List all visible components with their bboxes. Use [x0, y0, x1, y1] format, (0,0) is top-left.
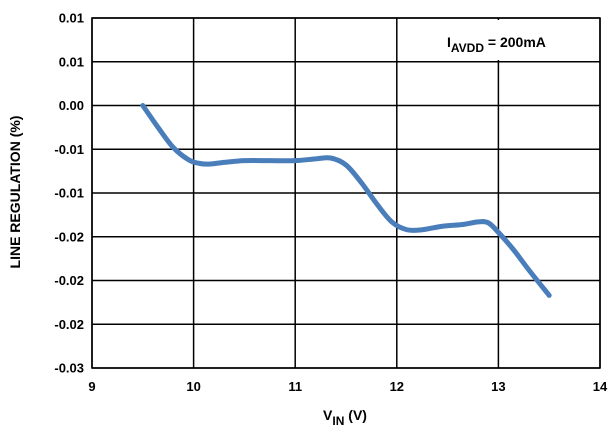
y-tick-label: -0.02 [54, 317, 84, 332]
y-tick-label: -0.01 [54, 142, 84, 157]
annotation-box [420, 20, 598, 60]
y-tick-label: -0.02 [54, 229, 84, 244]
annotation-label: IAVDD = 200mA [447, 34, 546, 55]
y-tick-labels: 0.01 0.01 0.00 -0.01 -0.01 -0.02 -0.02 -0.02 -0.… [54, 11, 84, 376]
x-tick-label: 11 [288, 379, 302, 394]
y-axis-title: LINE REGULATION (%) [7, 116, 23, 269]
y-tick-label: -0.03 [54, 361, 84, 376]
y-tick-label: -0.01 [54, 186, 84, 201]
series-line [140, 103, 552, 298]
x-axis-title: VIN (V) [323, 407, 367, 428]
x-tick-label: 12 [390, 379, 404, 394]
y-tick-label: -0.02 [54, 273, 84, 288]
grid-lines [91, 17, 601, 369]
y-tick-label: 0.01 [59, 54, 84, 69]
x-tick-label: 10 [186, 379, 200, 394]
x-tick-label: 14 [593, 379, 608, 394]
x-tick-label: 13 [491, 379, 505, 394]
plot-frame [91, 17, 601, 369]
y-tick-label: 0.00 [59, 98, 84, 113]
x-tick-labels: 9 10 11 12 13 14 [88, 379, 608, 394]
y-tick-label: 0.01 [59, 11, 84, 26]
x-tick-label: 9 [88, 379, 95, 394]
